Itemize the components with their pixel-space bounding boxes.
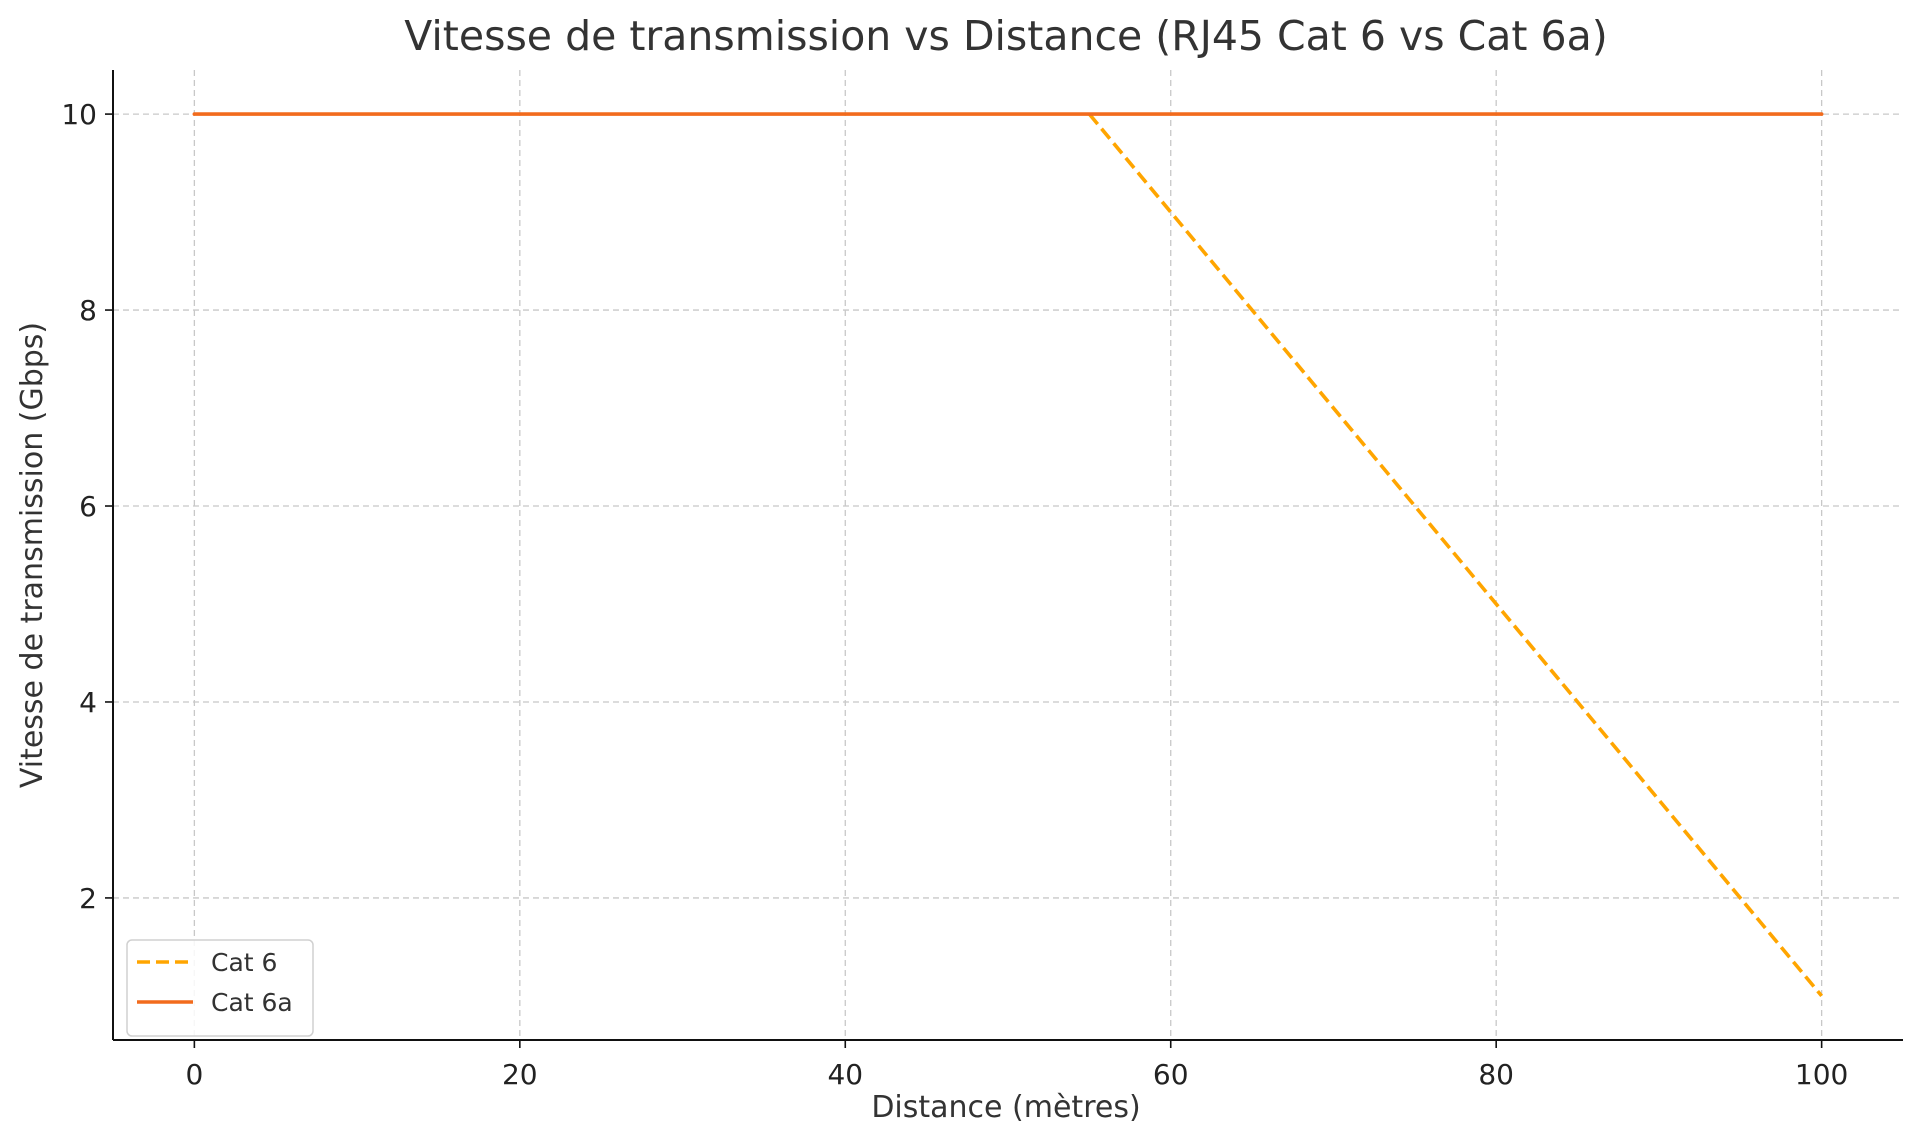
x-tick-label: 100: [1795, 1058, 1848, 1091]
legend-label: Cat 6: [211, 948, 277, 977]
series-line-cat-6: [1087, 112, 1824, 998]
x-axis-label: Distance (mètres): [871, 1090, 1140, 1125]
legend-label: Cat 6a: [211, 988, 293, 1017]
x-tick-label: 60: [1153, 1058, 1189, 1091]
y-tick-label: 4: [79, 686, 97, 719]
y-axis-label: Vitesse de transmission (Gbps): [15, 322, 50, 788]
y-tick-label: 6: [79, 490, 97, 523]
x-tick-label: 0: [185, 1058, 203, 1091]
x-tick-label: 40: [827, 1058, 863, 1091]
x-tick-label: 20: [502, 1058, 538, 1091]
chart-title: Vitesse de transmission vs Distance (RJ4…: [404, 12, 1608, 60]
tick-labels: 0 20 40 60 80 100 2 4 6 8 10: [61, 98, 1848, 1091]
legend-box: [126, 939, 314, 1037]
axes: [105, 70, 1903, 1048]
y-tick-label: 2: [79, 882, 97, 915]
y-tick-label: 10: [61, 98, 97, 131]
y-tick-label: 8: [79, 294, 97, 327]
series-lines: [192, 112, 1824, 998]
x-tick-label: 80: [1478, 1058, 1514, 1091]
legend: Cat 6 Cat 6a: [126, 939, 314, 1037]
